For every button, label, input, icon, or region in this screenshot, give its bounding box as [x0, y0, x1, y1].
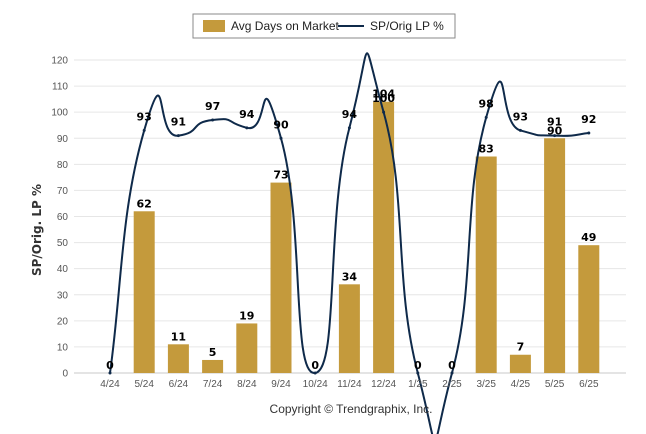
line-point: [587, 131, 591, 135]
bar-value-label: 0: [106, 359, 114, 372]
bar: [236, 323, 258, 373]
line-point: [279, 136, 283, 140]
legend: Avg Days on Market SP/Orig LP %: [192, 13, 456, 39]
x-axis-ticks: 4/24 5/24 6/24 7/24 8/24 9/24 10/24 11/24 12/24 1…: [100, 379, 599, 390]
bar-value-label: 34: [342, 270, 358, 283]
x-tick-label: 12/24: [371, 379, 396, 390]
x-tick-label: 6/24: [169, 379, 189, 390]
bar: [578, 245, 600, 373]
line-point: [416, 371, 420, 375]
copyright-text: Copyright © Trendgraphix, Inc.: [270, 402, 433, 416]
x-tick-label: 5/24: [134, 379, 154, 390]
bar: [202, 359, 224, 373]
y-axis-ticks: 0 10 20 30 40 50 60 70 80 90 100 110 120: [51, 56, 68, 380]
line-value-label: 94: [342, 108, 358, 121]
bar-value-label: 5: [209, 346, 217, 359]
x-tick-label: 1/25: [408, 379, 428, 390]
bars: [133, 101, 600, 373]
bar: [338, 284, 360, 373]
x-tick-label: 8/24: [237, 379, 257, 390]
line-point: [450, 371, 454, 375]
line-value-label: 94: [239, 108, 255, 121]
x-tick-label: 7/24: [203, 379, 223, 390]
line-point: [176, 134, 180, 138]
line-value-label: 91: [171, 116, 186, 129]
y-tick-label: 90: [57, 134, 69, 145]
bar: [167, 344, 189, 373]
bar: [544, 138, 566, 373]
x-tick-label: 2/25: [442, 379, 462, 390]
line-point: [142, 128, 146, 132]
y-tick-label: 50: [57, 238, 69, 249]
line-value-label: 100: [372, 92, 395, 105]
bar: [133, 211, 155, 373]
y-tick-label: 100: [51, 108, 68, 119]
line-value-label: 91: [547, 116, 562, 129]
bar: [475, 156, 497, 373]
data-labels: 0 62 11 5 19 73 0 34 104 0 0 83 7 90 49 93 91 97 94 90 94 100…: [106, 88, 596, 372]
line-point: [518, 128, 522, 132]
bar-value-label: 19: [239, 309, 254, 322]
line-value-label: 93: [513, 110, 528, 123]
y-tick-label: 0: [62, 369, 68, 380]
bar-value-label: 0: [311, 359, 319, 372]
line-value-label: 98: [479, 97, 494, 110]
y-tick-label: 20: [57, 316, 69, 327]
y-tick-label: 80: [57, 160, 69, 171]
line-value-label: 97: [205, 100, 220, 113]
bar-value-label: 90: [547, 124, 563, 137]
line-value-label: 90: [273, 118, 289, 131]
y-tick-label: 60: [57, 212, 69, 223]
legend-bar-swatch: [203, 20, 225, 32]
bar-value-label: 73: [273, 169, 288, 182]
bar-value-label: 11: [171, 330, 186, 343]
bar-value-label: 0: [448, 359, 456, 372]
y-axis-label: SP/Orig. LP %: [30, 184, 44, 276]
line-value-label: 93: [137, 110, 152, 123]
bar: [373, 101, 395, 373]
legend-box: [192, 13, 456, 39]
x-tick-label: 11/24: [337, 379, 362, 390]
bar-value-label: 104: [372, 88, 395, 101]
x-tick-label: 3/25: [476, 379, 496, 390]
bar-value-label: 83: [479, 143, 494, 156]
bar: [509, 354, 531, 373]
legend-label-days: Avg Days on Market: [231, 19, 339, 33]
x-tick-label: 4/24: [100, 379, 120, 390]
line-point: [313, 371, 317, 375]
line-point: [347, 126, 351, 130]
line-point: [553, 134, 557, 138]
x-tick-label: 5/25: [545, 379, 565, 390]
y-tick-label: 40: [57, 264, 69, 275]
y-tick-label: 10: [57, 342, 69, 353]
line-value-label: 92: [581, 113, 596, 126]
y-tick-label: 70: [57, 186, 69, 197]
legend-label-splp: SP/Orig LP %: [370, 19, 444, 33]
line-series: [108, 52, 591, 434]
y-tick-label: 110: [52, 82, 68, 93]
bar: [270, 182, 292, 373]
gridlines: [74, 59, 626, 374]
bar-value-label: 62: [137, 197, 152, 210]
line-point: [108, 371, 112, 375]
x-tick-label: 4/25: [511, 379, 531, 390]
line-point: [484, 115, 488, 119]
x-tick-label: 10/24: [303, 379, 328, 390]
line-point: [211, 118, 215, 122]
line-point: [382, 110, 386, 114]
y-tick-label: 120: [51, 56, 68, 67]
x-tick-label: 6/25: [579, 379, 599, 390]
x-tick-label: 9/24: [271, 379, 291, 390]
line-point: [245, 126, 249, 130]
bar-value-label: 49: [581, 231, 596, 244]
y-tick-label: 30: [57, 290, 69, 301]
bar-value-label: 0: [414, 359, 422, 372]
bar-value-label: 7: [517, 341, 525, 354]
